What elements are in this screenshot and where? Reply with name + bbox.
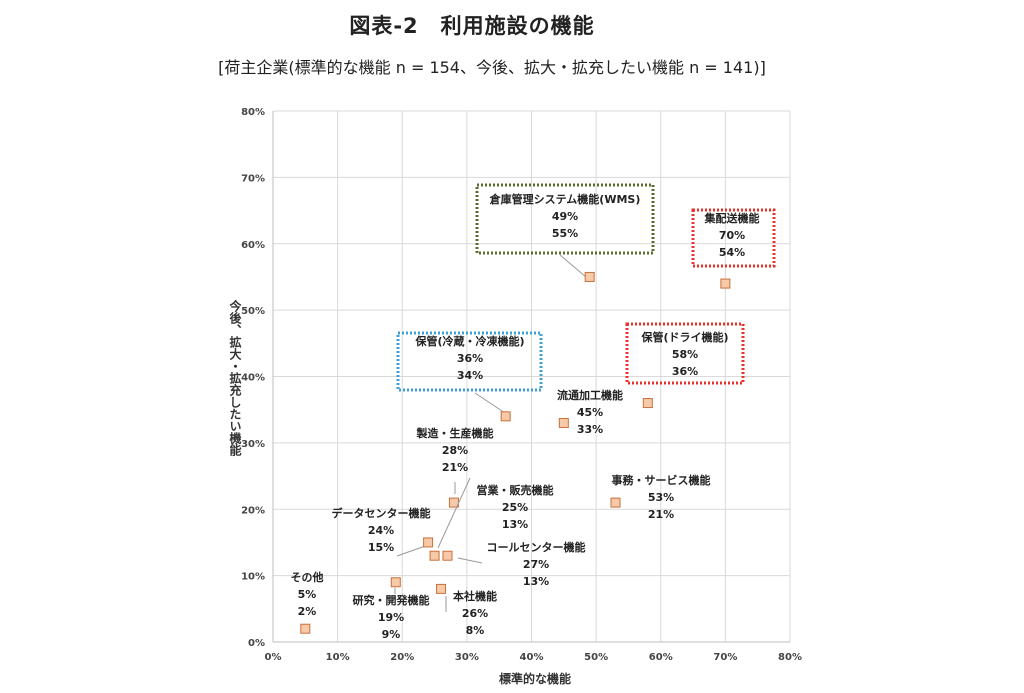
data-point: [584, 271, 595, 282]
y-tick-label: 80%: [241, 107, 265, 118]
point-name-label: 製造・生産機能: [416, 426, 494, 440]
point-x-value-label: 28%: [442, 444, 468, 457]
point-x-value-label: 53%: [648, 491, 674, 504]
x-tick-label: 0%: [265, 652, 282, 663]
point-x-value-label: 5%: [298, 588, 317, 601]
point-name-label: 流通加工機能: [557, 388, 623, 402]
point-name-label: データセンター機能: [332, 506, 431, 520]
point-y-value-label: 21%: [648, 508, 674, 521]
point-x-value-label: 24%: [368, 524, 394, 537]
data-point: [390, 577, 401, 588]
y-axis-label: 今後、拡大・拡充したい機能: [228, 300, 242, 456]
data-point: [429, 550, 440, 561]
point-name-label: 本社機能: [453, 589, 497, 603]
data-point: [500, 411, 511, 422]
y-tick-label: 60%: [241, 240, 265, 251]
point-x-value-label: 27%: [523, 558, 549, 571]
point-name-label: コールセンター機能: [487, 540, 586, 554]
point-y-value-label: 13%: [502, 518, 528, 531]
leader-line: [474, 392, 506, 414]
point-name-label: 保管(冷蔵・冷凍機能): [414, 334, 524, 348]
x-tick-label: 20%: [390, 652, 414, 663]
point-y-value-label: 2%: [298, 605, 317, 618]
point-y-value-label: 34%: [457, 369, 483, 382]
point-x-value-label: 45%: [577, 406, 603, 419]
leader-line: [396, 544, 429, 557]
point-y-value-label: 33%: [577, 423, 603, 436]
point-y-value-label: 8%: [466, 624, 485, 637]
data-point: [423, 537, 434, 548]
data-point: [300, 623, 311, 634]
point-y-value-label: 15%: [368, 541, 394, 554]
x-tick-label: 80%: [778, 652, 802, 663]
point-y-value-label: 55%: [552, 227, 578, 240]
y-tick-label: 40%: [241, 373, 265, 384]
highlight-box: [691, 208, 776, 268]
point-y-value-label: 54%: [719, 246, 745, 259]
data-point: [436, 583, 447, 594]
data-point: [442, 550, 453, 561]
x-tick-label: 30%: [455, 652, 479, 663]
leader-line: [457, 557, 483, 564]
point-name-label: 集配送機能: [704, 211, 760, 225]
highlight-box: [625, 322, 745, 385]
point-name-label: 倉庫管理システム機能(WMS): [489, 192, 641, 206]
y-tick-label: 20%: [241, 505, 265, 516]
y-tick-label: 50%: [241, 306, 265, 317]
point-x-value-label: 36%: [457, 352, 483, 365]
point-name-label: 保管(ドライ機能): [640, 330, 728, 344]
y-tick-label: 30%: [241, 439, 265, 450]
y-tick-label: 0%: [248, 638, 265, 649]
data-point: [558, 417, 569, 428]
y-tick-label: 10%: [241, 572, 265, 583]
highlight-box: [475, 183, 655, 255]
point-name-label: 研究・開発機能: [353, 593, 430, 607]
leader-line: [559, 254, 587, 278]
x-tick-label: 10%: [326, 652, 350, 663]
x-tick-label: 60%: [649, 652, 673, 663]
point-x-value-label: 19%: [378, 611, 404, 624]
point-y-value-label: 9%: [382, 628, 401, 641]
point-x-value-label: 25%: [502, 501, 528, 514]
point-x-value-label: 58%: [672, 348, 698, 361]
point-name-label: その他: [291, 570, 324, 584]
chart-subtitle: [荷主企業(標準的な機能 n = 154、今後、拡大・拡充したい機能 n = 1…: [218, 58, 766, 77]
point-y-value-label: 36%: [672, 365, 698, 378]
x-tick-label: 40%: [520, 652, 544, 663]
point-y-value-label: 21%: [442, 461, 468, 474]
point-y-value-label: 13%: [523, 575, 549, 588]
data-point: [720, 278, 731, 289]
point-x-value-label: 49%: [552, 210, 578, 223]
chart-title: 図表-2 利用施設の機能: [349, 14, 595, 38]
x-axis-label: 標準的な機能: [498, 672, 571, 686]
point-name-label: 営業・販売機能: [477, 483, 554, 497]
point-x-value-label: 26%: [462, 607, 488, 620]
data-point: [610, 497, 621, 508]
x-tick-label: 70%: [713, 652, 737, 663]
y-tick-label: 70%: [241, 173, 265, 184]
data-point: [642, 398, 653, 409]
point-x-value-label: 70%: [719, 229, 745, 242]
leader-line: [437, 477, 471, 549]
point-name-label: 事務・サービス機能: [612, 473, 711, 487]
x-tick-label: 50%: [584, 652, 608, 663]
